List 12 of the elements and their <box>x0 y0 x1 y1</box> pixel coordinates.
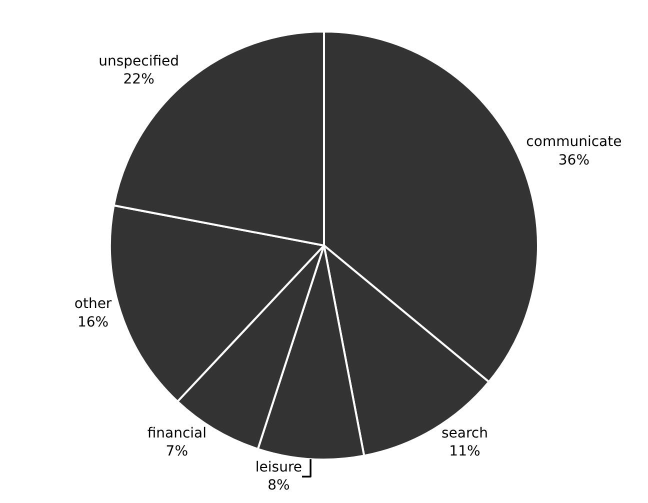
data-label: 7% <box>166 443 188 460</box>
slice-label: leisure <box>255 459 302 476</box>
slice-label: other <box>74 296 112 312</box>
data-label: 11% <box>449 443 480 460</box>
data-label: 22% <box>123 72 154 88</box>
data-label: 16% <box>77 314 109 330</box>
slice-label: search <box>441 425 488 442</box>
slice-label: unspecified <box>98 53 180 70</box>
data-label: 8% <box>268 478 290 494</box>
data-label: 36% <box>558 152 590 168</box>
slice-label: financial <box>147 425 207 442</box>
slice-label: communicate <box>526 134 622 150</box>
